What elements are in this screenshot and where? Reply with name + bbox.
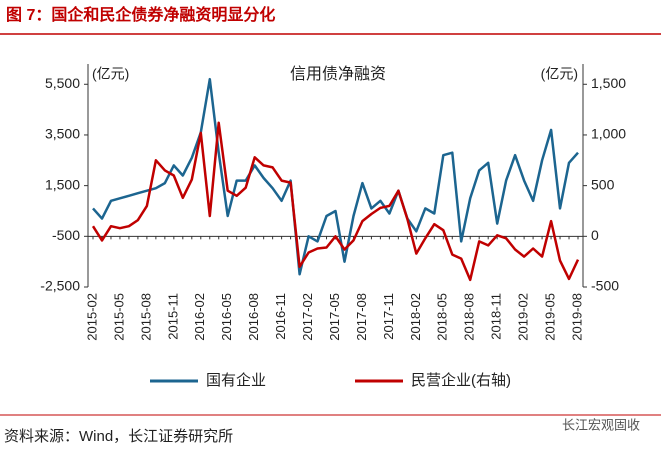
y2-tick-label: -500 (591, 278, 619, 294)
x-tick-label: 2019-05 (542, 293, 557, 341)
x-tick-label: 2018-08 (462, 293, 477, 341)
y2-tick-label: 0 (591, 227, 599, 243)
legend-label: 国有企业 (206, 371, 266, 389)
x-tick-label: 2016-11 (273, 293, 288, 340)
y-tick-label: -2,500 (40, 278, 80, 294)
x-tick-label: 2018-02 (408, 293, 423, 341)
y2-tick-label: 1,500 (591, 75, 626, 91)
x-tick-label: 2019-02 (516, 293, 531, 341)
x-tick-label: 2019-08 (569, 293, 584, 341)
x-tick-label: 2015-08 (138, 293, 153, 341)
y-tick-label: 3,500 (45, 126, 80, 142)
series-line (92, 77, 579, 276)
x-tick-label: 2018-05 (435, 293, 450, 341)
legend-label: 民营企业(右轴) (411, 371, 511, 389)
series-line (91, 121, 580, 282)
plot-title: 信用债净融资 (290, 65, 386, 83)
x-tick-label: 2016-08 (246, 293, 261, 341)
x-tick-label: 2016-02 (192, 293, 207, 341)
source: 资料来源：Wind，长江证券研究所 (4, 428, 233, 445)
y2-tick-label: 1,000 (591, 126, 626, 142)
y2-tick-label: 500 (591, 176, 615, 192)
x-tick-label: 2017-02 (300, 293, 315, 341)
x-tick-label: 2018-11 (489, 293, 504, 340)
y-tick-label: 5,500 (45, 75, 80, 91)
x-tick-label: 2015-11 (165, 293, 180, 340)
figure-title: 图 7：国企和民企债券净融资明显分化 (6, 5, 275, 24)
x-tick-label: 2015-05 (111, 293, 126, 341)
x-tick-label: 2017-05 (327, 293, 342, 341)
x-tick-label: 2016-05 (219, 293, 234, 341)
y-tick-label: 1,500 (45, 176, 80, 192)
x-tick-label: 2017-11 (381, 293, 396, 340)
y2-label: (亿元) (541, 66, 578, 82)
watermark: 长江宏观固收 (562, 417, 640, 432)
x-tick-label: 2017-08 (354, 293, 369, 341)
y-label: (亿元) (92, 66, 129, 82)
y-tick-label: -500 (52, 227, 80, 243)
x-tick-label: 2015-02 (84, 293, 99, 341)
